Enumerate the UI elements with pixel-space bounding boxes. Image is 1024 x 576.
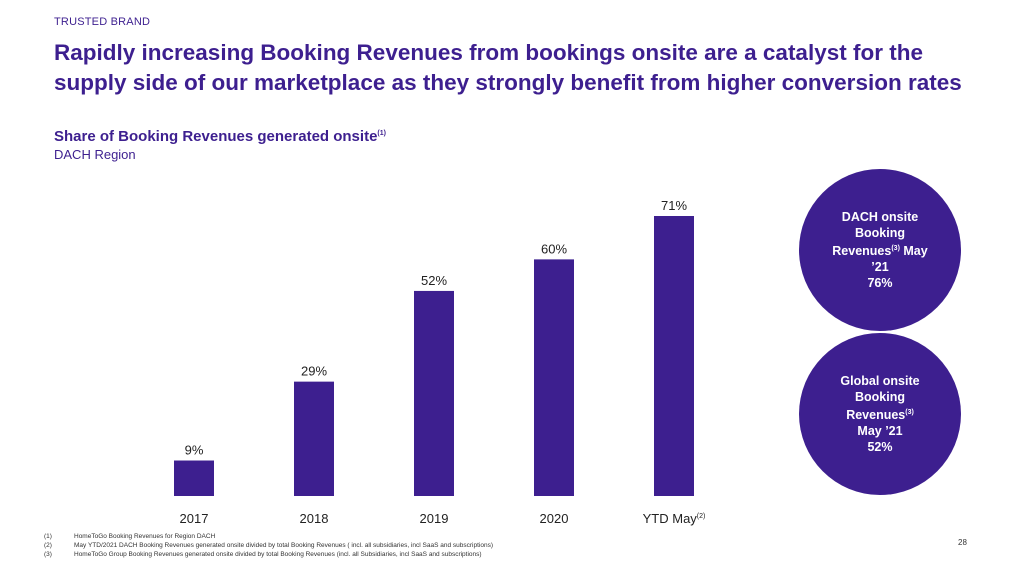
callout-line: May — [899, 244, 928, 259]
callout-line: Revenues — [832, 244, 892, 259]
chart-subtitle: Share of Booking Revenues generated onsi… — [54, 128, 386, 145]
brand-label: TRUSTED BRAND — [54, 16, 151, 28]
callout-footnote-ref: (3) — [905, 408, 914, 416]
callout-line: Revenues — [846, 408, 906, 423]
bar-2019 — [414, 290, 454, 496]
footnote-number: (3) — [44, 551, 52, 558]
footnote-text: HomeToGo Booking Revenues for Region DAC… — [74, 533, 216, 540]
bar-value-label: 52% — [421, 273, 447, 288]
x-tick-label: 2017 — [180, 511, 209, 526]
chart-subtitle-text: Share of Booking Revenues generated onsi… — [54, 128, 378, 145]
footnote-row: (2) May YTD/2021 DACH Booking Revenues ge… — [44, 541, 493, 550]
callout-line: Global onsite — [840, 373, 920, 388]
callout-dach-onsite: DACH onsite Booking Revenues(3) May ’21 … — [799, 169, 961, 331]
callout-footnote-ref: (3) — [891, 244, 900, 252]
footnote-number: (1) — [44, 533, 52, 540]
subtitle-footnote-ref: (1) — [377, 130, 386, 137]
footnote-text: HomeToGo Group Booking Revenues generate… — [74, 551, 482, 558]
x-tick-label: 2019 — [420, 511, 449, 526]
region-label: DACH Region — [54, 147, 136, 162]
bar-2020 — [534, 259, 574, 496]
bar-value-label: 29% — [301, 364, 327, 379]
callout-line: Booking — [855, 389, 905, 404]
callout-line: ’21 — [871, 260, 889, 275]
callout-value: 52% — [867, 440, 893, 455]
callout-line: May ’21 — [857, 424, 903, 439]
callout-value: 76% — [867, 276, 893, 291]
page-title: Rapidly increasing Booking Revenues from… — [54, 40, 962, 95]
x-tick-label: YTD May(2) — [643, 511, 706, 526]
bar-2018 — [294, 381, 334, 496]
callout-line: DACH onsite — [841, 209, 919, 224]
bar-value-label: 60% — [541, 241, 567, 256]
bar-ytd-may — [654, 216, 694, 496]
footnote-row: (3) HomeToGo Group Booking Revenues gener… — [44, 550, 493, 559]
footnote-row: (1) HomeToGo Booking Revenues for Region … — [44, 532, 493, 541]
bar-value-label: 71% — [661, 198, 687, 213]
footnote-number: (2) — [44, 542, 52, 549]
callout-global-onsite: Global onsite Booking Revenues(3) May ’2… — [799, 333, 961, 495]
footnote-text: May YTD/2021 DACH Booking Revenues gener… — [74, 542, 493, 549]
callout-line: Booking — [855, 225, 905, 240]
x-tick-footnote-ref: (2) — [697, 513, 706, 520]
bar-2017 — [174, 460, 214, 496]
page-number: 28 — [958, 538, 967, 547]
bar-value-label: 9% — [185, 443, 204, 458]
footnotes: (1) HomeToGo Booking Revenues for Region … — [44, 532, 493, 559]
x-tick-label: 2018 — [300, 511, 329, 526]
x-tick-label: 2020 — [540, 511, 569, 526]
